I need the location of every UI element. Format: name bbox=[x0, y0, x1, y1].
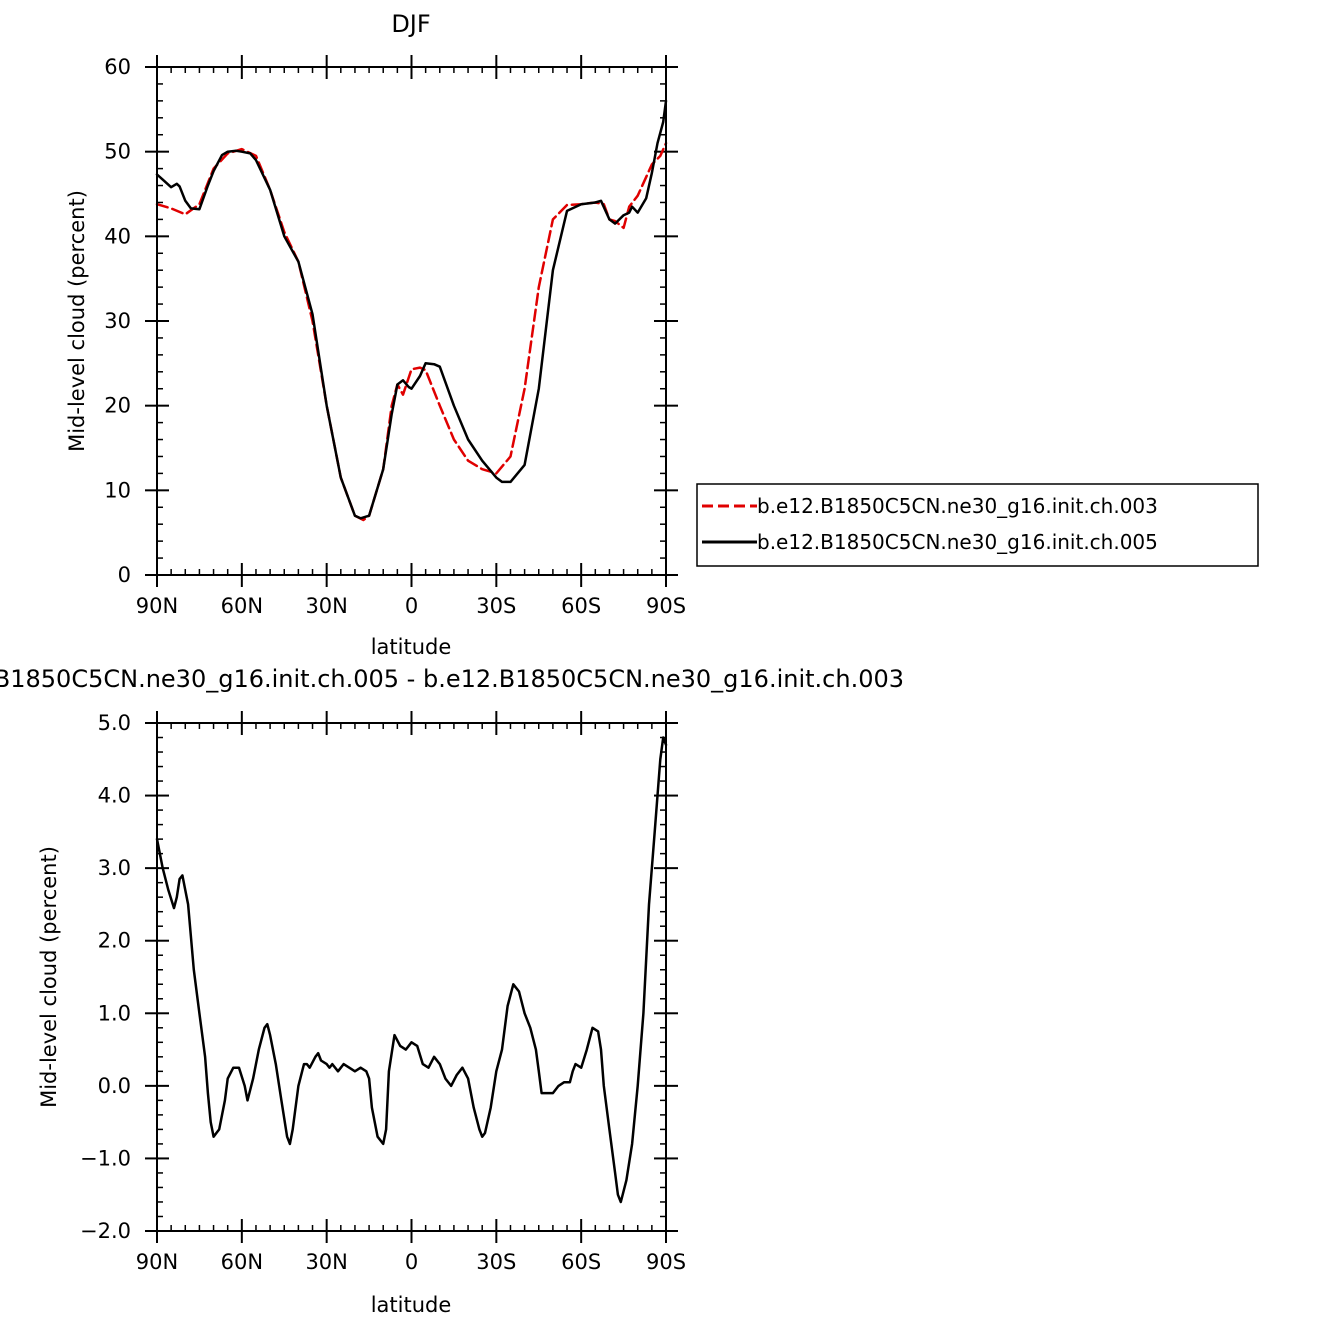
y-tick-label: 1.0 bbox=[98, 1001, 131, 1025]
bottom-chart-ticks: 90N 60N 30N 0 30S 60S 90S −2.0 −1.0 0.0 1.0 2.0 3.0 4… bbox=[80, 711, 686, 1274]
bottom-chart-title: b.e12.B1850C5CN.ne30_g16.init.ch.005 - b… bbox=[0, 665, 904, 693]
y-tick-label: 3.0 bbox=[98, 856, 131, 880]
x-tick-label: 0 bbox=[405, 594, 418, 618]
x-tick-label: 30S bbox=[476, 1250, 516, 1274]
bottom-chart: b.e12.B1850C5CN.ne30_g16.init.ch.005 - b… bbox=[0, 665, 904, 1317]
x-tick-label: 30N bbox=[305, 1250, 347, 1274]
y-tick-label: −2.0 bbox=[80, 1219, 131, 1243]
y-tick-label: 4.0 bbox=[98, 784, 131, 808]
x-tick-label: 90N bbox=[136, 1250, 178, 1274]
top-chart-ylabel: Mid-level cloud (percent) bbox=[65, 190, 89, 452]
top-chart-frame bbox=[156, 66, 667, 576]
y-tick-label: 0.0 bbox=[98, 1074, 131, 1098]
x-tick-label: 60N bbox=[221, 594, 263, 618]
series-line-1-0 bbox=[155, 736, 668, 1204]
x-tick-label: 90N bbox=[136, 594, 178, 618]
x-tick-label: 30N bbox=[305, 594, 347, 618]
x-tick-label: 90S bbox=[646, 594, 686, 618]
series-line-0-0 bbox=[155, 141, 668, 522]
y-tick-label: 30 bbox=[104, 309, 131, 333]
bottom-chart-frame bbox=[156, 722, 667, 1232]
bottom-chart-xlabel: latitude bbox=[371, 1293, 452, 1317]
top-chart-xlabel: latitude bbox=[371, 635, 452, 659]
x-tick-label: 60S bbox=[561, 1250, 601, 1274]
x-tick-label: 60S bbox=[561, 594, 601, 618]
y-tick-label: 10 bbox=[104, 478, 131, 502]
series-line-0-1 bbox=[155, 99, 668, 520]
legend-box bbox=[696, 483, 1259, 567]
y-tick-label: 5.0 bbox=[98, 711, 131, 735]
bottom-chart-ylabel: Mid-level cloud (percent) bbox=[37, 846, 61, 1108]
x-tick-label: 30S bbox=[476, 594, 516, 618]
y-tick-label: 0 bbox=[118, 563, 131, 587]
top-chart-title: DJF bbox=[391, 10, 430, 38]
y-tick-label: 20 bbox=[104, 394, 131, 418]
y-tick-label: −1.0 bbox=[80, 1146, 131, 1170]
top-chart: DJF 90N 60N 30N 0 30S 60S 90S 0 10 20 30 40 50 60 lat… bbox=[65, 10, 686, 659]
y-tick-label: 50 bbox=[104, 140, 131, 164]
x-tick-label: 0 bbox=[405, 1250, 418, 1274]
y-tick-label: 40 bbox=[104, 224, 131, 248]
legend-entry-series-003: b.e12.B1850C5CN.ne30_g16.init.ch.003 bbox=[757, 494, 1158, 518]
x-tick-label: 60N bbox=[221, 1250, 263, 1274]
top-chart-series bbox=[155, 99, 668, 522]
x-tick-label: 90S bbox=[646, 1250, 686, 1274]
y-tick-label: 60 bbox=[104, 55, 131, 79]
top-chart-ticks: 90N 60N 30N 0 30S 60S 90S 0 10 20 30 40 50 60 bbox=[104, 55, 686, 618]
legend: b.e12.B1850C5CN.ne30_g16.init.ch.003 b.e… bbox=[696, 483, 1259, 567]
bottom-chart-series bbox=[155, 736, 668, 1204]
legend-entry-series-005: b.e12.B1850C5CN.ne30_g16.init.ch.005 bbox=[757, 530, 1158, 554]
y-tick-label: 2.0 bbox=[98, 929, 131, 953]
